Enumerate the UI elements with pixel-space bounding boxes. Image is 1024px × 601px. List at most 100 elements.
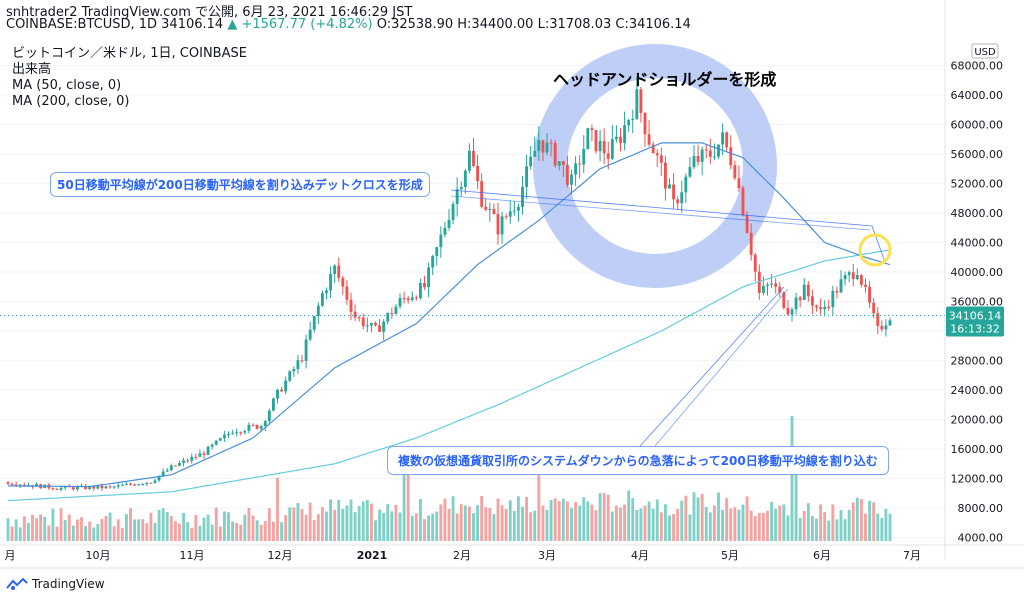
- candle-body: [394, 306, 398, 314]
- candle-body: [619, 136, 622, 144]
- annotation-head-shoulders: ヘッドアンドショルダーを形成: [553, 70, 777, 89]
- candle-body: [418, 282, 422, 299]
- volume-bar: [186, 522, 190, 541]
- volume-bar: [120, 528, 124, 541]
- candle-body: [280, 389, 284, 392]
- candle-body: [843, 275, 847, 280]
- volume-bar: [578, 505, 582, 541]
- volume-bar: [182, 513, 186, 541]
- candle-body: [741, 187, 745, 215]
- volume-bar: [876, 513, 880, 541]
- candle-body: [88, 486, 92, 489]
- candle-body: [337, 265, 341, 278]
- volume-bar: [745, 496, 749, 541]
- candle-body: [255, 425, 259, 429]
- volume-bar: [374, 520, 377, 541]
- death-cross-connector: [450, 189, 886, 263]
- candle-body: [427, 267, 431, 288]
- volume-bar: [276, 477, 279, 541]
- volume-bar: [586, 501, 590, 541]
- candle-body: [472, 150, 475, 166]
- volume-bar: [75, 519, 79, 541]
- volume-bar: [382, 512, 386, 541]
- volume-bar: [680, 500, 684, 541]
- candle-body: [382, 321, 386, 332]
- volume-bar: [292, 507, 296, 541]
- volume-bar: [443, 498, 447, 541]
- candle-body: [435, 247, 439, 256]
- candle-body: [815, 305, 818, 308]
- candle-body: [672, 184, 676, 200]
- candle-body: [51, 488, 55, 490]
- volume-bar: [582, 497, 586, 541]
- candle-body: [447, 219, 451, 228]
- volume-bar: [549, 500, 553, 541]
- candle-body: [210, 444, 214, 447]
- volume-bar: [296, 503, 300, 541]
- candle-body: [296, 360, 300, 370]
- volume-bar: [496, 498, 500, 541]
- candle-body: [696, 155, 700, 162]
- volume-bar: [692, 492, 696, 541]
- candle-body: [635, 89, 639, 119]
- candle-body: [206, 446, 210, 455]
- candle-body: [516, 206, 520, 211]
- volume-bar: [704, 507, 708, 541]
- candle-body: [63, 486, 67, 488]
- volume-bar: [378, 509, 382, 541]
- volume-bar: [533, 510, 537, 541]
- price-tick-label: 44000.00: [951, 237, 1004, 250]
- candle-body: [333, 265, 337, 274]
- candle-body: [259, 426, 263, 429]
- candle-body: [631, 118, 635, 121]
- volume-bar: [823, 512, 827, 541]
- price-tick-label: 56000.00: [951, 148, 1004, 161]
- candle-body: [165, 470, 169, 472]
- volume-bar: [663, 504, 667, 541]
- volume-bar: [369, 503, 373, 541]
- candle-body: [663, 162, 667, 189]
- candle-body: [512, 210, 516, 212]
- volume-bar: [467, 506, 471, 541]
- volume-bar: [480, 496, 484, 541]
- volume-bar: [284, 515, 288, 541]
- candle-body: [647, 134, 651, 145]
- candle-body: [766, 284, 769, 286]
- candle-body: [153, 480, 157, 483]
- volume-bar: [794, 472, 798, 541]
- ma50-line: [8, 142, 891, 488]
- candle-body: [676, 199, 680, 204]
- candle-body: [467, 150, 471, 171]
- volume-bar: [202, 517, 206, 541]
- volume-bar: [647, 501, 651, 541]
- candle-body: [149, 482, 153, 484]
- candle-body: [700, 149, 704, 162]
- volume-bar: [353, 512, 357, 541]
- candle-body: [386, 313, 390, 322]
- candle-body: [308, 329, 312, 340]
- volume-bar: [271, 521, 275, 541]
- volume-bar: [361, 501, 365, 541]
- candle-body: [488, 208, 492, 210]
- candle-body: [145, 482, 149, 485]
- candle-body: [819, 307, 823, 310]
- candle-body: [349, 299, 353, 312]
- candle-body: [492, 208, 496, 214]
- volume-bar: [455, 513, 459, 541]
- volume-bar: [676, 509, 680, 541]
- volume-bar: [59, 508, 63, 541]
- candle-body: [655, 153, 659, 156]
- volume-bar: [267, 508, 271, 541]
- volume-bar: [643, 505, 647, 541]
- candle-body: [880, 325, 884, 330]
- volume-bar: [553, 498, 557, 541]
- legend-ma200: MA (200, close, 0): [12, 94, 130, 109]
- volume-bar: [492, 514, 496, 541]
- candle-body: [312, 316, 316, 330]
- candle-body: [802, 284, 806, 300]
- volume-bar: [402, 471, 406, 541]
- volume-bar: [729, 508, 733, 541]
- volume-bar: [263, 520, 267, 541]
- candle-body: [92, 486, 96, 489]
